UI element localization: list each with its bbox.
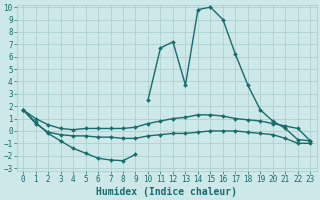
X-axis label: Humidex (Indice chaleur): Humidex (Indice chaleur) — [96, 186, 237, 197]
